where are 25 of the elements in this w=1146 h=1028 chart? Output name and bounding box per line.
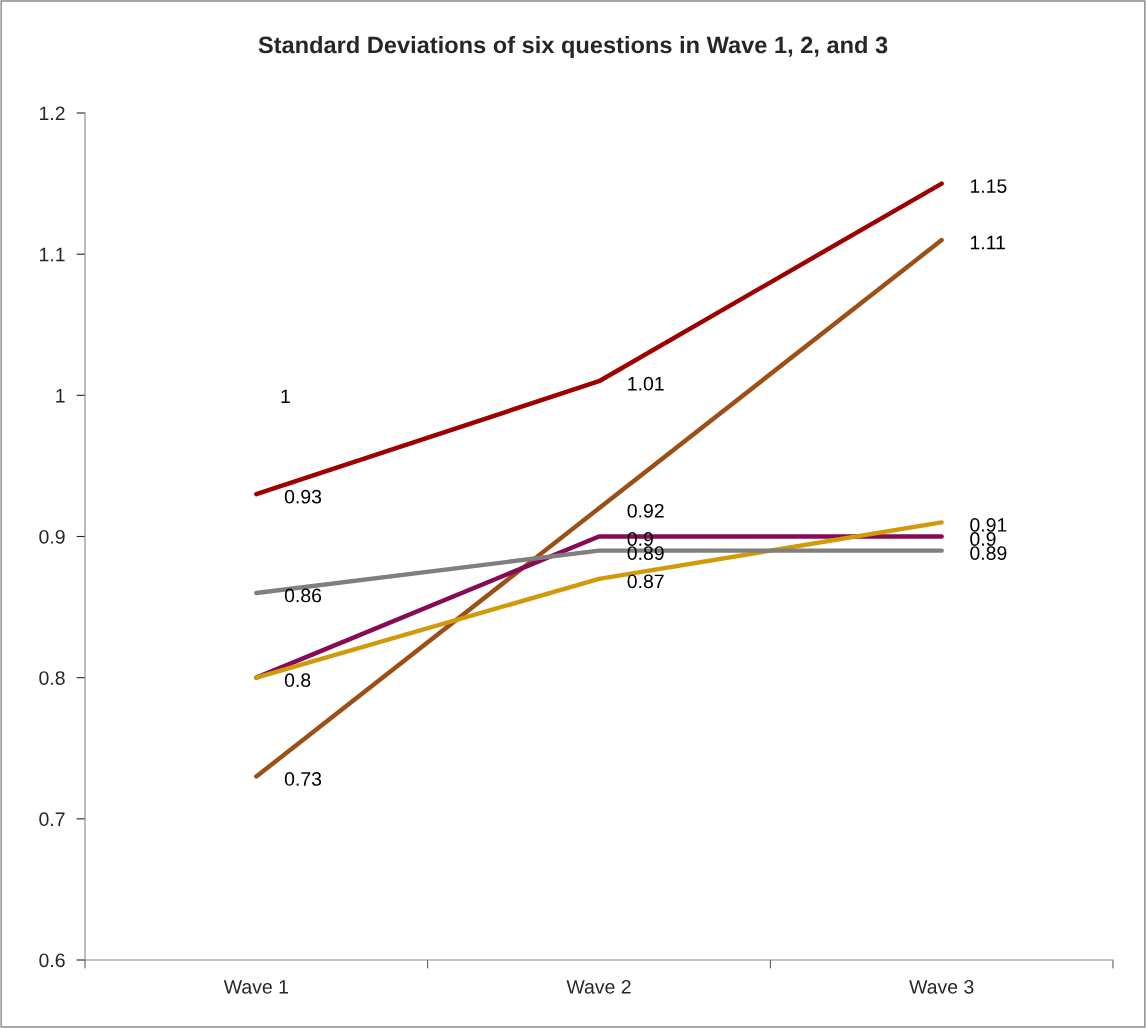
- data-label: 0.89: [970, 546, 1007, 560]
- data-label: 1.11: [970, 235, 1005, 250]
- y-tick-label: 1: [56, 389, 65, 403]
- data-label: 1.01: [628, 376, 664, 391]
- data-label: 0.91: [970, 518, 1007, 532]
- y-tick-label: 1.2: [40, 106, 65, 121]
- data-label: 0.89: [627, 546, 664, 560]
- x-tick-label: Wave 3: [909, 979, 974, 994]
- data-label: 0.86: [284, 588, 322, 603]
- data-label: 1.15: [970, 179, 1007, 193]
- annotation: 1: [281, 389, 290, 404]
- x-tick-label: Wave 2: [566, 979, 631, 994]
- y-tick-label: 0.9: [39, 529, 65, 544]
- y-tick-label: 0.8: [39, 671, 65, 685]
- data-label: 0.73: [284, 772, 322, 786]
- data-label: 0.8: [284, 673, 311, 688]
- chart-title: Standard Deviations of six questions in Wave 1, 2, and 3: [258, 36, 888, 59]
- x-tick-label: Wave 1: [223, 980, 288, 994]
- data-label: 0.87: [627, 574, 664, 589]
- y-tick-label: 1.1: [40, 247, 65, 262]
- y-tick-label: 0.6: [39, 953, 65, 968]
- data-label: 0.92: [627, 503, 664, 518]
- data-label: 0.93: [284, 489, 322, 504]
- y-tick-label: 0.7: [39, 812, 65, 827]
- data-label: 0.9: [970, 532, 996, 546]
